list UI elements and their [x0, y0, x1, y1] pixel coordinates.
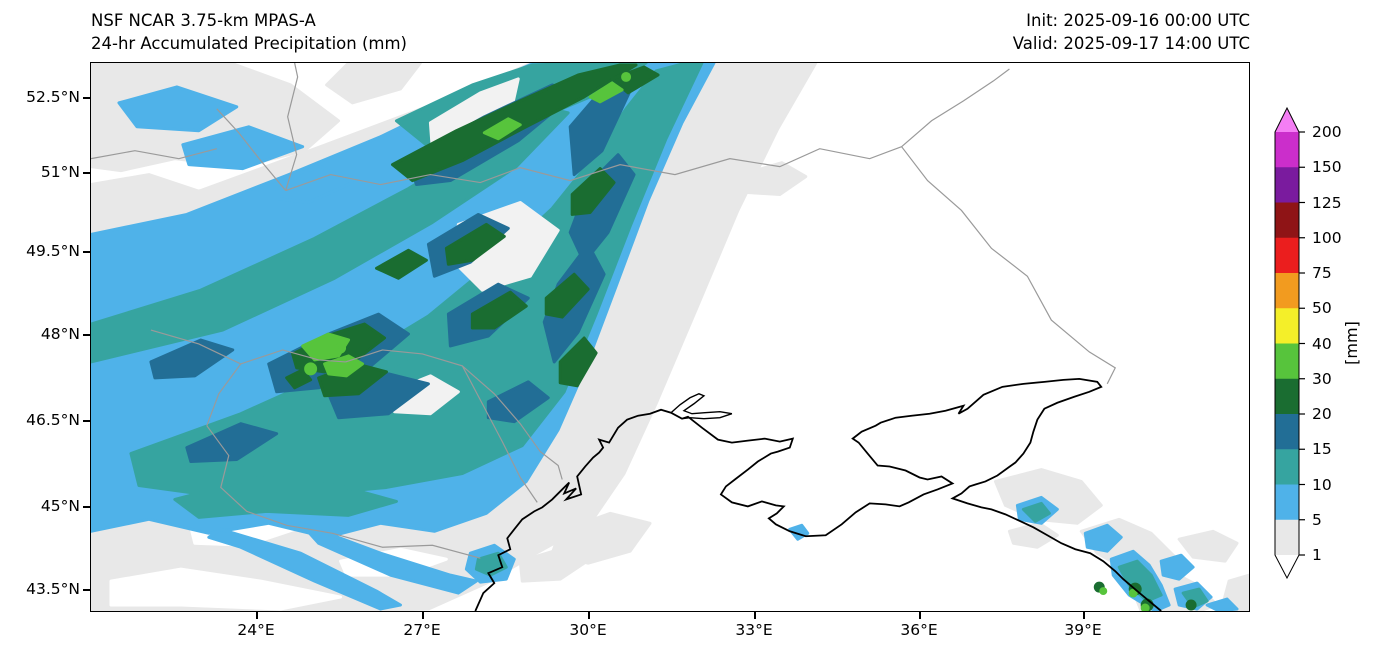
model-title: NSF NCAR 3.75-km MPAS-A: [91, 11, 316, 30]
x-tick-label: 24°E: [237, 621, 275, 639]
y-tick-label: 43.5°N: [26, 580, 80, 598]
colorbar-tick-label: 100: [1312, 228, 1342, 247]
x-tick-label: 30°E: [569, 621, 607, 639]
y-tick-label: 52.5°N: [26, 88, 80, 106]
colorbar-tick-label: 125: [1312, 193, 1342, 212]
x-tick-mark: [256, 612, 258, 619]
colorbar-tick-label: 150: [1312, 158, 1342, 177]
colorbar-tick-label: 40: [1312, 334, 1332, 353]
y-tick-mark: [83, 172, 90, 174]
x-tick-mark: [588, 612, 590, 619]
colorbar-arrow-bottom: [1275, 555, 1299, 578]
colorbar-segment: [1275, 237, 1299, 274]
colorbar-segment: [1275, 167, 1299, 203]
map-plot-area: [90, 62, 1250, 612]
valid-time: Valid: 2025-09-17 14:00 UTC: [1012, 34, 1250, 53]
y-tick-mark: [83, 506, 90, 508]
colorbar-tick-label: 10: [1312, 475, 1332, 494]
colorbar-bar: [1274, 106, 1305, 580]
y-tick-label: 49.5°N: [26, 242, 80, 260]
colorbar-segment: [1275, 414, 1299, 450]
x-tick-mark: [754, 612, 756, 619]
colorbar-segment: [1275, 308, 1299, 344]
coastline-black-sea: [474, 377, 1162, 611]
y-tick-mark: [83, 97, 90, 99]
title-block: NSF NCAR 3.75-km MPAS-A 24-hr Accumulate…: [91, 9, 407, 55]
x-tick-mark: [919, 612, 921, 619]
colorbar-segment: [1275, 378, 1299, 415]
colorbar-segment: [1275, 273, 1299, 309]
y-tick-label: 46.5°N: [26, 411, 80, 429]
country-borders: [91, 63, 1117, 559]
colorbar-segment: [1275, 519, 1299, 556]
colorbar-segment: [1275, 202, 1299, 239]
y-tick-label: 45°N: [40, 497, 80, 515]
init-time: Init: 2025-09-16 00:00 UTC: [1026, 11, 1250, 30]
y-tick-mark: [83, 251, 90, 253]
y-tick-label: 48°N: [40, 325, 80, 343]
colorbar-tick-label: 200: [1312, 123, 1342, 141]
map-canvas: [91, 63, 1249, 611]
colorbar-tick-label: 75: [1312, 264, 1332, 282]
y-tick-mark: [83, 334, 90, 336]
colorbar-arrow-top: [1275, 108, 1299, 132]
colorbar-tick-label: 1: [1312, 546, 1322, 564]
colorbar-segment: [1275, 449, 1299, 485]
colorbar-tick-label: 5: [1312, 510, 1322, 529]
colorbar-unit-label: [mm]: [1342, 321, 1361, 365]
colorbar-tick-label: 30: [1312, 369, 1332, 388]
colorbar-segment: [1275, 343, 1299, 380]
time-block: Init: 2025-09-16 00:00 UTC Valid: 2025-0…: [1013, 9, 1250, 55]
x-tick-mark: [1083, 612, 1085, 619]
y-tick-mark: [83, 420, 90, 422]
y-tick-mark: [83, 589, 90, 591]
colorbar-segment: [1275, 484, 1299, 521]
x-tick-label: 39°E: [1064, 621, 1102, 639]
colorbar: 200 150 125 100 75 50 40 30 20 15 10 5 1: [1274, 106, 1378, 580]
colorbar-tick-label: 15: [1312, 440, 1332, 459]
x-tick-label: 33°E: [735, 621, 773, 639]
product-title: 24-hr Accumulated Precipitation (mm): [91, 34, 407, 53]
x-tick-mark: [422, 612, 424, 619]
x-tick-label: 27°E: [403, 621, 441, 639]
x-tick-label: 36°E: [900, 621, 938, 639]
colorbar-segment: [1275, 132, 1299, 168]
colorbar-tick-label: 50: [1312, 299, 1332, 318]
y-tick-label: 51°N: [40, 163, 80, 181]
colorbar-tick-label: 20: [1312, 405, 1332, 423]
